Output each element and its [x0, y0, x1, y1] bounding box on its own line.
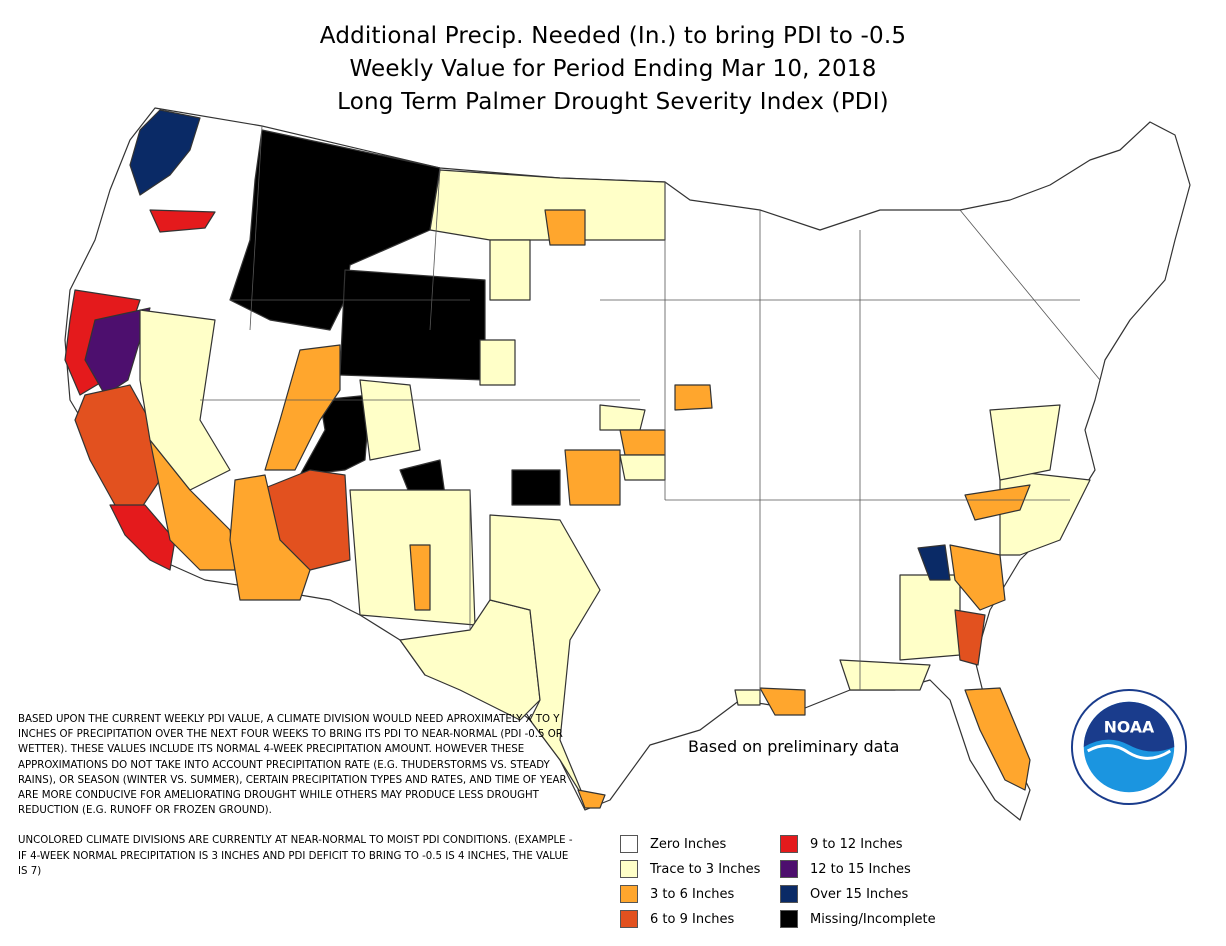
region-nd-3to6 — [544, 209, 586, 246]
legend-label: Over 15 Inches — [810, 886, 909, 902]
region-tn-over15 — [917, 544, 951, 581]
map-legend: Zero Inches Trace to 3 Inches 3 to 6 Inc… — [620, 835, 980, 935]
region-carolinas-trace — [999, 469, 1091, 556]
title-line-3: Long Term Palmer Drought Severity Index … — [337, 89, 889, 115]
region-ut-3to6 — [264, 344, 341, 471]
region-la-trace — [734, 689, 761, 706]
legend-label: Missing/Incomplete — [810, 911, 936, 927]
region-carolinas-3to6 — [949, 544, 1006, 611]
legend-item-6to9: 6 to 9 Inches — [620, 910, 734, 928]
region-sd-trace — [489, 239, 531, 301]
legend-label: 9 to 12 Inches — [810, 836, 903, 852]
region-la-3to6 — [759, 687, 806, 716]
state-boundary-2 — [429, 167, 441, 331]
title-line-1: Additional Precip. Needed (In.) to bring… — [319, 23, 907, 49]
region-ca-purple — [84, 307, 151, 396]
legend-label: Zero Inches — [650, 836, 727, 852]
region-nm-3to6 — [409, 544, 431, 611]
region-ok-3to6 — [564, 449, 621, 506]
region-va-trace — [989, 404, 1061, 481]
region-tx-trace-central — [489, 514, 601, 801]
region-ok-missing — [511, 469, 561, 506]
region-ks-trace — [599, 404, 646, 431]
region-ca-3to6 — [149, 439, 236, 571]
region-ok-trace — [619, 454, 666, 481]
region-wa-over15 — [129, 109, 201, 196]
region-fl-3to6 — [964, 687, 1031, 791]
region-ga-6to9 — [954, 609, 986, 666]
region-ks-3to6 — [619, 429, 666, 456]
legend-swatch — [620, 835, 638, 853]
legend-item-12to15: 12 to 15 Inches — [780, 860, 911, 878]
explanation-notes: BASED UPON THE CURRENT WEEKLY PDI VALUE,… — [18, 712, 578, 894]
notes-paragraph-1: BASED UPON THE CURRENT WEEKLY PDI VALUE,… — [18, 714, 567, 817]
legend-swatch — [780, 885, 798, 903]
region-or-red — [149, 209, 216, 233]
region-va-3to6 — [964, 484, 1031, 521]
legend-swatch — [780, 860, 798, 878]
legend-item-zero: Zero Inches — [620, 835, 726, 853]
region-az-3to6 — [229, 474, 311, 601]
legend-item-over15: Over 15 Inches — [780, 885, 908, 903]
legend-label: 3 to 6 Inches — [650, 886, 735, 902]
region-gulf-trace — [839, 659, 931, 691]
legend-item-3to6: 3 to 6 Inches — [620, 885, 734, 903]
region-co-trace — [359, 379, 421, 461]
state-boundary-10 — [959, 209, 1101, 381]
notes-paragraph-2: UNCOLORED CLIMATE DIVISIONS ARE CURRENTL… — [18, 835, 573, 877]
legend-label: 6 to 9 Inches — [650, 911, 735, 927]
legend-item-trace: Trace to 3 Inches — [620, 860, 760, 878]
legend-item-missing: Missing/Incomplete — [780, 910, 936, 928]
legend-swatch — [780, 835, 798, 853]
legend-swatch — [780, 910, 798, 928]
region-nv-trace — [139, 309, 231, 491]
region-tx-3to6-coast — [577, 789, 606, 809]
title-line-2: Weekly Value for Period Ending Mar 10, 2… — [349, 56, 877, 82]
map-title-block: Additional Precip. Needed (In.) to bring… — [0, 20, 1226, 119]
legend-swatch — [620, 910, 638, 928]
legend-item-9to12: 9 to 12 Inches — [780, 835, 903, 853]
region-ca-red-south — [109, 504, 176, 571]
noaa-logo-text: NOAA — [1104, 717, 1155, 736]
legend-swatch — [620, 860, 638, 878]
region-ia-3to6 — [674, 384, 713, 411]
state-boundary-1 — [249, 125, 263, 331]
region-ne-trace — [479, 339, 516, 386]
region-se-trace — [899, 574, 961, 661]
region-wy-missing — [339, 269, 486, 381]
legend-swatch — [620, 885, 638, 903]
noaa-logo: NOAA — [1070, 688, 1188, 806]
legend-label: Trace to 3 Inches — [650, 861, 761, 877]
legend-label: 12 to 15 Inches — [810, 861, 911, 877]
preliminary-data-note: Based on preliminary data — [688, 737, 900, 756]
